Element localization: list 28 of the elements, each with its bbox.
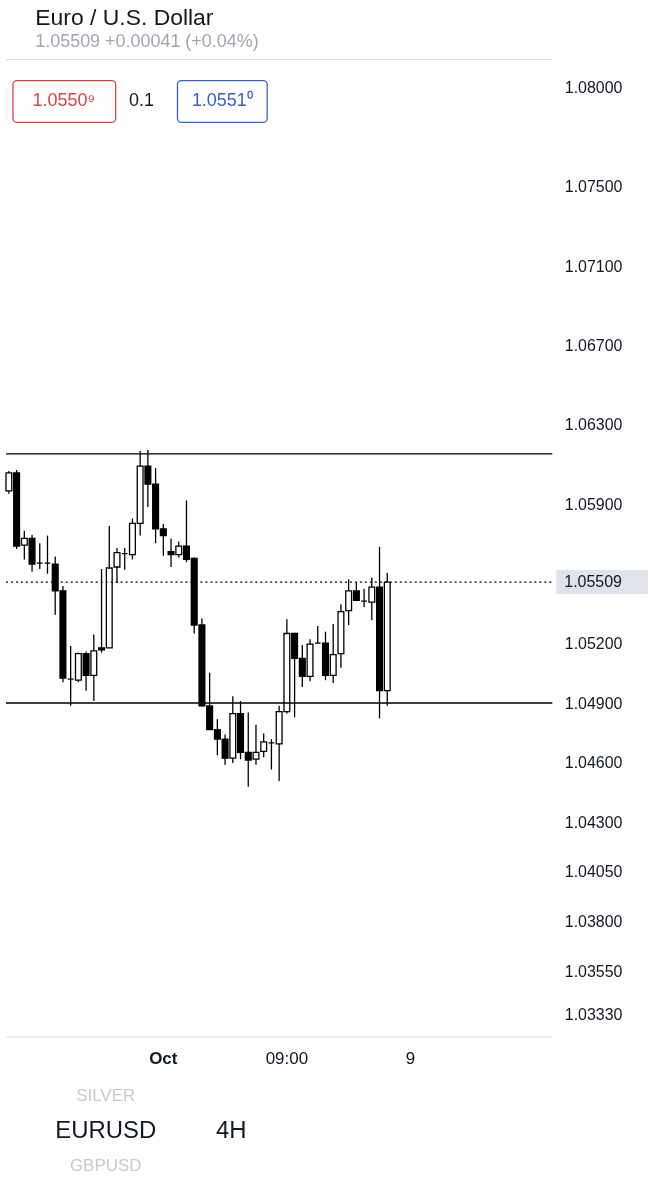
- y-tick-label: 1.04600: [564, 754, 623, 772]
- chart-title: Euro / U.S. Dollar: [35, 4, 214, 31]
- annotation: 1.0551⁰: [191, 90, 253, 111]
- x-tick-label: Oct: [149, 1049, 178, 1069]
- annotation: 0.1: [129, 90, 155, 111]
- y-tick-label: 1.05200: [564, 634, 623, 652]
- y-tick-label: 1.06300: [564, 416, 623, 434]
- text: 4H: [216, 1116, 247, 1144]
- text: GBPUSD: [69, 1156, 142, 1176]
- x-tick-label: 09:00: [265, 1049, 309, 1069]
- candlestick: [260, 732, 268, 758]
- text: EURUSD: [55, 1116, 157, 1144]
- y-tick-label: 1.07100: [564, 257, 623, 275]
- y-tick-label: 1.07500: [564, 178, 623, 196]
- y-tick-label: 1.06700: [564, 337, 623, 355]
- y-tick-label: 1.04900: [564, 694, 623, 712]
- y-tick-label: 1.05900: [564, 495, 623, 513]
- y-tick-label: 1.03800: [564, 912, 623, 930]
- y-tick-label: 1.04050: [564, 863, 623, 881]
- chart-subtitle: 1.05509 +0.00041 (+0.04%): [35, 31, 259, 52]
- text: SILVER: [76, 1086, 136, 1106]
- y-tick-label: 1.03330: [564, 1006, 623, 1024]
- ref-line-label: 1.05509: [564, 573, 623, 591]
- y-tick-label: 1.03550: [564, 962, 623, 980]
- y-tick-label: 1.08000: [564, 78, 623, 96]
- annotation: 1.0550⁹: [32, 90, 96, 111]
- y-tick-label: 1.04300: [564, 813, 623, 831]
- x-tick-label: 9: [405, 1049, 416, 1069]
